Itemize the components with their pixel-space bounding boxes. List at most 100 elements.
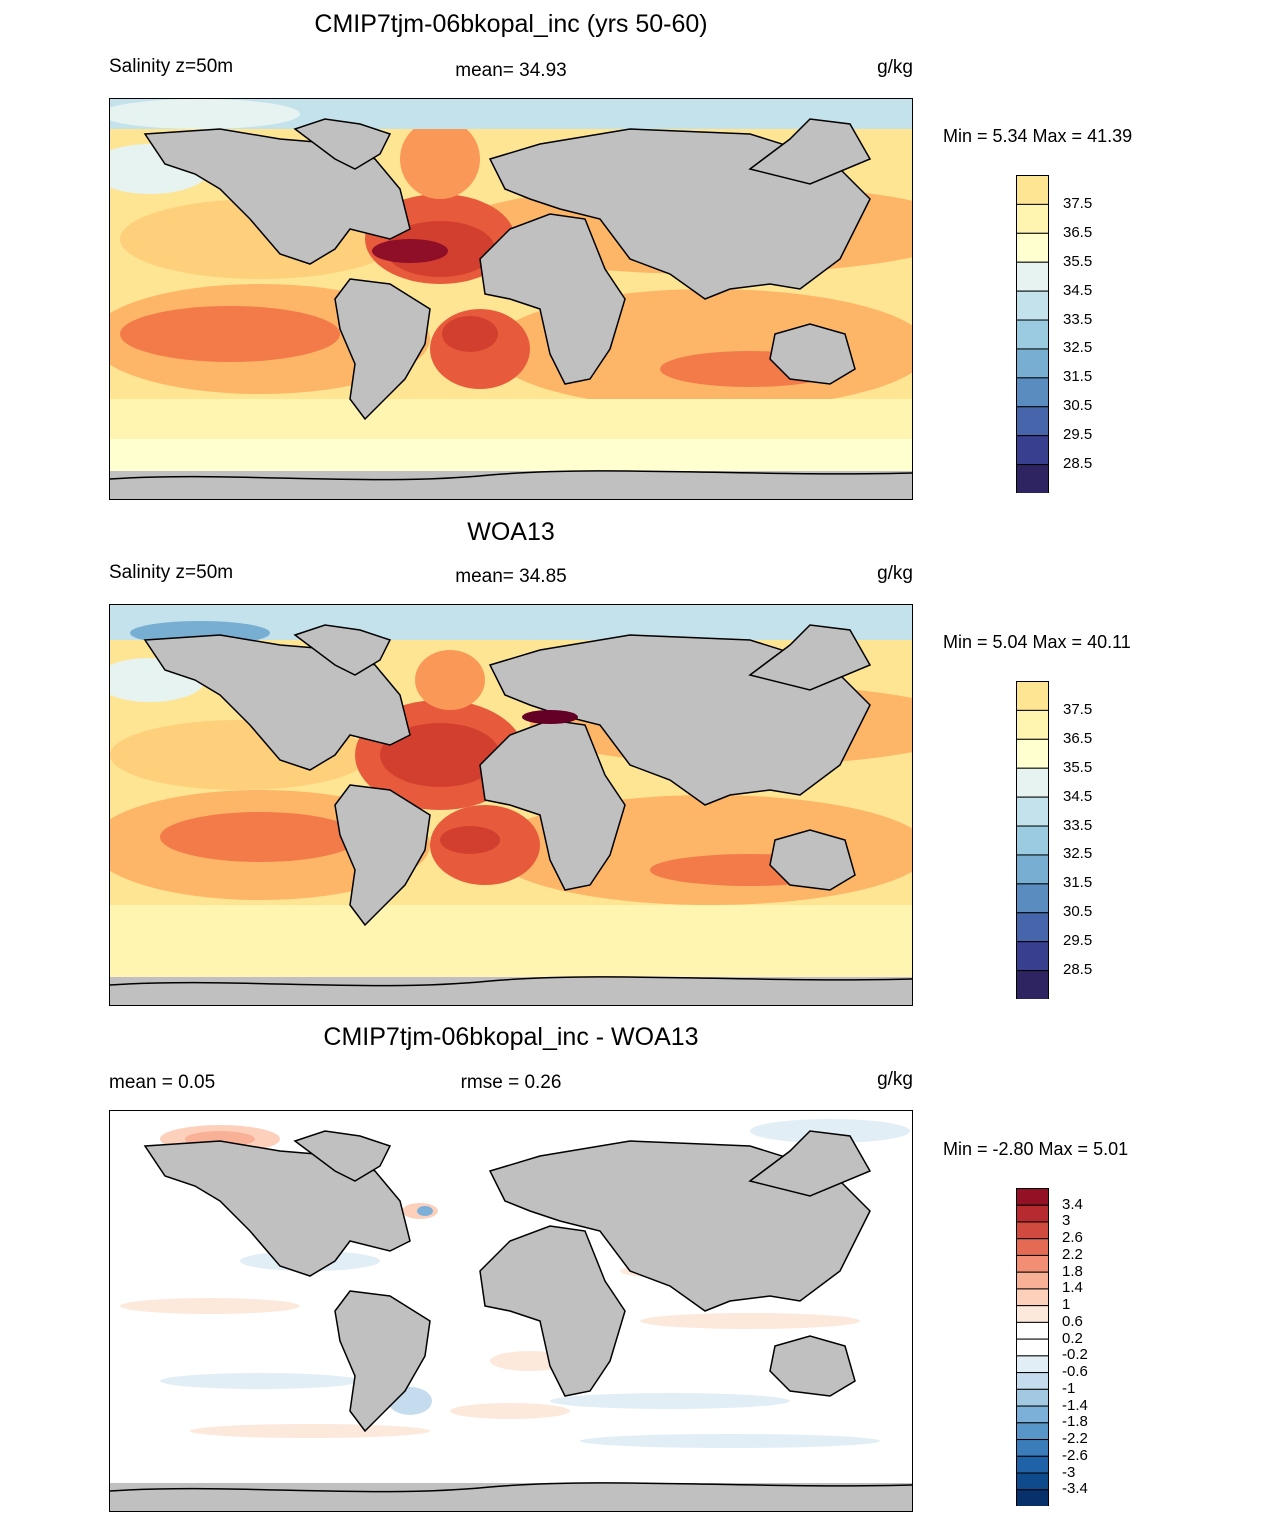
colorbar-swatch <box>1016 1388 1049 1407</box>
colorbar-swatch <box>1016 261 1049 292</box>
colorbar-tick-label: -2.2 <box>1062 1430 1088 1448</box>
colorbar-tick-label: 29.5 <box>1063 426 1093 444</box>
colorbar-tick-label: 32.5 <box>1063 845 1093 863</box>
panel-1-min-max: Min = 5.34 Max = 41.39 <box>943 126 1133 146</box>
colorbar-tick-label: 3.4 <box>1062 1195 1083 1213</box>
colorbar-tick-label: -1 <box>1062 1379 1076 1397</box>
colorbar-swatch <box>1016 203 1049 234</box>
colorbar-tick-label: 30.5 <box>1063 903 1093 921</box>
panel-2-map <box>109 604 913 1006</box>
colorbar-swatch <box>1016 1238 1049 1256</box>
colorbar-swatch <box>1016 1422 1049 1441</box>
colorbar-tick-label: 34.5 <box>1063 281 1093 299</box>
colorbar-swatch <box>1016 290 1049 321</box>
colorbar-tick-label: 37.5 <box>1063 700 1093 718</box>
panel-3-min-max: Min = -2.80 Max = 5.01 <box>943 1139 1129 1159</box>
panel-1-units: g/kg <box>877 57 913 78</box>
colorbar-swatch <box>1016 1338 1049 1357</box>
colorbar-swatch <box>1016 1472 1049 1491</box>
colorbar-swatch <box>1016 681 1049 711</box>
colorbar-swatch <box>1016 348 1049 379</box>
colorbar-tick-label: -0.6 <box>1062 1363 1088 1381</box>
panel-2-colorbar <box>1016 681 1049 999</box>
colorbar-swatch <box>1016 1221 1049 1240</box>
colorbar-tick-label: 31.5 <box>1063 874 1093 892</box>
colorbar-swatch <box>1016 767 1049 798</box>
colorbar-swatch <box>1016 175 1049 205</box>
colorbar-tick-label: 1.8 <box>1062 1262 1083 1280</box>
panel-1-colorbar <box>1016 175 1049 493</box>
colorbar-swatch <box>1016 1288 1049 1307</box>
panel-2-units: g/kg <box>877 563 913 584</box>
colorbar-swatch <box>1016 1204 1049 1223</box>
panel-3-rmse-label: rmse = 0.26 <box>460 1072 562 1093</box>
colorbar-tick-label: -3 <box>1062 1463 1076 1481</box>
colorbar-swatch <box>1016 912 1049 943</box>
panel-1-map <box>109 98 913 500</box>
colorbar-swatch <box>1016 854 1049 885</box>
colorbar-tick-label: -3.4 <box>1062 1480 1088 1498</box>
panel-1-mean-label: mean= 34.93 <box>455 60 567 81</box>
colorbar-swatch <box>1016 406 1049 437</box>
colorbar-swatch <box>1016 1188 1049 1206</box>
colorbar-tick-label: -0.2 <box>1062 1346 1088 1364</box>
colorbar-swatch <box>1016 1321 1049 1340</box>
colorbar-tick-label: 35.5 <box>1063 758 1093 776</box>
colorbar-swatch <box>1016 1372 1049 1390</box>
colorbar-tick-label: 1.4 <box>1062 1279 1083 1297</box>
colorbar-tick-label: 2.2 <box>1062 1245 1083 1263</box>
colorbar-tick-label: 28.5 <box>1063 961 1093 979</box>
panel-3-mean-label: mean = 0.05 <box>109 1072 216 1093</box>
colorbar-swatch <box>1016 970 1049 999</box>
colorbar-swatch <box>1016 1455 1049 1474</box>
panel-1-title: CMIP7tjm-06bkopal_inc (yrs 50-60) <box>314 10 708 38</box>
colorbar-swatch <box>1016 1405 1049 1424</box>
colorbar-tick-label: 29.5 <box>1063 932 1093 950</box>
colorbar-swatch <box>1016 941 1049 972</box>
panel-2-title: WOA13 <box>467 518 555 546</box>
panel-2-min-max: Min = 5.04 Max = 40.11 <box>943 632 1131 652</box>
colorbar-swatch <box>1016 1355 1049 1374</box>
panel-3-map <box>109 1110 913 1512</box>
colorbar-tick-label: -1.8 <box>1062 1413 1088 1431</box>
colorbar-swatch <box>1016 1489 1049 1506</box>
panel-3-units: g/kg <box>877 1069 913 1090</box>
colorbar-swatch <box>1016 1305 1049 1323</box>
colorbar-tick-label: 0.6 <box>1062 1312 1083 1330</box>
colorbar-swatch <box>1016 377 1049 408</box>
colorbar-tick-label: 35.5 <box>1063 252 1093 270</box>
panel-3-colorbar <box>1016 1188 1049 1506</box>
colorbar-swatch <box>1016 738 1049 769</box>
colorbar-swatch <box>1016 1439 1049 1457</box>
colorbar-tick-label: 2.6 <box>1062 1229 1083 1247</box>
colorbar-tick-label: 33.5 <box>1063 310 1093 328</box>
colorbar-tick-label: -1.4 <box>1062 1396 1088 1414</box>
colorbar-tick-label: 0.2 <box>1062 1329 1083 1347</box>
colorbar-tick-label: 32.5 <box>1063 339 1093 357</box>
colorbar-tick-label: 33.5 <box>1063 816 1093 834</box>
colorbar-swatch <box>1016 709 1049 740</box>
colorbar-tick-label: 34.5 <box>1063 787 1093 805</box>
colorbar-tick-label: 3 <box>1062 1212 1071 1230</box>
colorbar-swatch <box>1016 796 1049 827</box>
panel-1-variable-label: Salinity z=50m <box>109 56 234 77</box>
colorbar-tick-label: 1 <box>1062 1296 1071 1314</box>
panel-3-title: CMIP7tjm-06bkopal_inc - WOA13 <box>323 1023 699 1051</box>
colorbar-tick-label: 28.5 <box>1063 455 1093 473</box>
colorbar-swatch <box>1016 464 1049 493</box>
panel-2-mean-label: mean= 34.85 <box>455 566 567 587</box>
colorbar-swatch <box>1016 435 1049 466</box>
panel-2-variable-label: Salinity z=50m <box>109 562 234 583</box>
colorbar-swatch <box>1016 883 1049 914</box>
colorbar-tick-label: -2.6 <box>1062 1446 1088 1464</box>
colorbar-swatch <box>1016 319 1049 350</box>
colorbar-swatch <box>1016 232 1049 263</box>
colorbar-swatch <box>1016 1254 1049 1273</box>
colorbar-tick-label: 30.5 <box>1063 397 1093 415</box>
colorbar-tick-label: 37.5 <box>1063 194 1093 212</box>
colorbar-swatch <box>1016 825 1049 856</box>
colorbar-swatch <box>1016 1271 1049 1290</box>
colorbar-tick-label: 36.5 <box>1063 223 1093 241</box>
colorbar-tick-label: 31.5 <box>1063 368 1093 386</box>
colorbar-tick-label: 36.5 <box>1063 729 1093 747</box>
